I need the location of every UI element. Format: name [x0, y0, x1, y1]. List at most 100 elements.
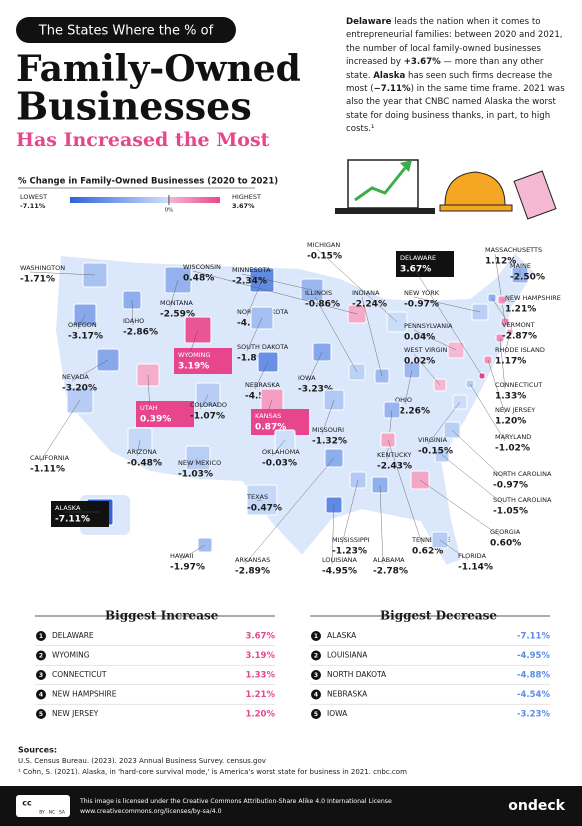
license: This image is licensed under the Creativ…: [79, 798, 392, 805]
state-name: SOUTH DAKOTA: [237, 343, 289, 351]
state-value: -1.97%: [170, 563, 205, 573]
kicker: The States Where the % of: [38, 24, 214, 39]
leader: [316, 248, 398, 323]
state-name: CONNECTICUT: [52, 670, 107, 679]
rank-badge: [311, 650, 321, 661]
state-value: -0.97%: [493, 481, 528, 491]
state-value: -2.78%: [373, 567, 408, 577]
state-value: -1.02%: [495, 444, 530, 454]
intro-text: leads the nation when it comes to entrep…: [346, 17, 563, 68]
intro-text: has seen such firms decrease the most (: [346, 70, 553, 95]
state-name: ALABAMA: [373, 556, 405, 564]
leader: [256, 499, 263, 502]
rank: 5: [314, 711, 318, 718]
license: www.creativecommons.org/licenses/by-sa/4…: [80, 808, 222, 815]
state-name: NEW HAMPSHIRE: [505, 294, 561, 302]
rank: 1: [314, 633, 318, 640]
list-title: Biggest Decrease: [380, 609, 497, 623]
value: 1.21%: [246, 690, 276, 700]
legend-low-label: -7.11%: [20, 202, 46, 210]
value: -4.95%: [517, 651, 550, 661]
list-title: Biggest Increase: [105, 609, 219, 623]
state-value: -2.86%: [123, 328, 158, 338]
value: 1.33%: [246, 671, 276, 681]
legend-high-label: 3.67%: [232, 202, 255, 210]
state-value: 1.17%: [495, 357, 526, 367]
leader: [136, 439, 141, 457]
state-value: -1.71%: [20, 275, 55, 285]
state-name: ALASKA: [55, 504, 81, 512]
state-name: WYOMING: [178, 351, 211, 359]
leader: [504, 331, 511, 355]
rank: 3: [39, 672, 43, 679]
leader: [404, 369, 413, 405]
kicker-pill: [16, 17, 236, 43]
state-value: -2.24%: [352, 300, 387, 310]
state-callout: [396, 251, 454, 277]
intro-text: Alaska: [373, 70, 406, 81]
state-name: FLORIDA: [458, 552, 487, 560]
leader: [427, 401, 461, 445]
state-value: -0.15%: [307, 252, 342, 262]
state-name: NEVADA: [62, 373, 89, 381]
state-name: NEW HAMPSHIRE: [52, 690, 117, 699]
leader: [451, 429, 504, 479]
rank: 1: [39, 633, 43, 640]
cc-term: BY: [39, 810, 45, 816]
leader: [192, 270, 358, 315]
subtitle: Has Increased the Most: [16, 129, 270, 151]
state-name: CONNECTICUT: [495, 381, 542, 389]
leader: [271, 439, 286, 457]
legend-high-bar: [168, 197, 220, 203]
rank-badge: [36, 689, 46, 700]
leader: [179, 544, 206, 561]
rank-badge: [311, 709, 321, 719]
leader: [439, 539, 469, 561]
state-name: ARIZONA: [127, 448, 157, 456]
leader: [409, 261, 483, 377]
state-value: 0.39%: [140, 415, 171, 425]
state-value: -1.14%: [458, 563, 493, 573]
state-name: WYOMING: [52, 651, 90, 660]
value: 3.19%: [246, 651, 276, 661]
state-name: CALIFORNIA: [30, 454, 70, 462]
state-name: OHIO: [395, 396, 412, 404]
state-name: MINNESOTA: [232, 266, 271, 274]
title: Businesses: [16, 84, 252, 129]
leader: [379, 484, 384, 565]
state-name: HAWAII: [170, 552, 193, 560]
state-value: 0.87%: [255, 423, 286, 433]
state-value: 0.60%: [490, 539, 521, 549]
state-name: OREGON: [68, 321, 97, 329]
state-name: RHODE ISLAND: [495, 346, 545, 354]
state-value: -1.11%: [30, 465, 65, 475]
leader: [246, 317, 263, 352]
state-name: ILLINOIS: [305, 289, 332, 297]
state-name: LOUISIANA: [327, 651, 368, 660]
illustration: [335, 159, 557, 220]
state-value: -2.50%: [510, 273, 545, 283]
source: ¹ Cohn, S. (2021). Alaska, in 'hard-core…: [18, 768, 407, 776]
state-name: MICHIGAN: [307, 241, 340, 249]
rank-badge: [36, 650, 46, 661]
state-value: 3.67%: [400, 265, 431, 275]
state-name: WEST VIRGINIA: [404, 346, 454, 354]
leader: [341, 479, 359, 545]
leader: [147, 374, 151, 413]
state-name: DELAWARE: [400, 254, 436, 262]
intro-paragraph: Delaware leads the nation when it comes …: [346, 16, 568, 137]
state-value: -3.17%: [68, 332, 103, 342]
leader: [264, 399, 273, 421]
state-name: VIRGINIA: [418, 436, 448, 444]
state-name: GEORGIA: [490, 528, 521, 536]
leader: [71, 359, 109, 382]
leader: [487, 359, 506, 415]
state-name: NEW JERSEY: [52, 709, 99, 718]
rank-badge: [311, 670, 321, 680]
legend-high-text: HIGHEST: [232, 193, 261, 201]
leader: [187, 329, 199, 360]
leader: [254, 361, 269, 390]
value: -7.11%: [517, 632, 550, 642]
rank-badge: [36, 709, 46, 719]
leader: [29, 271, 96, 276]
